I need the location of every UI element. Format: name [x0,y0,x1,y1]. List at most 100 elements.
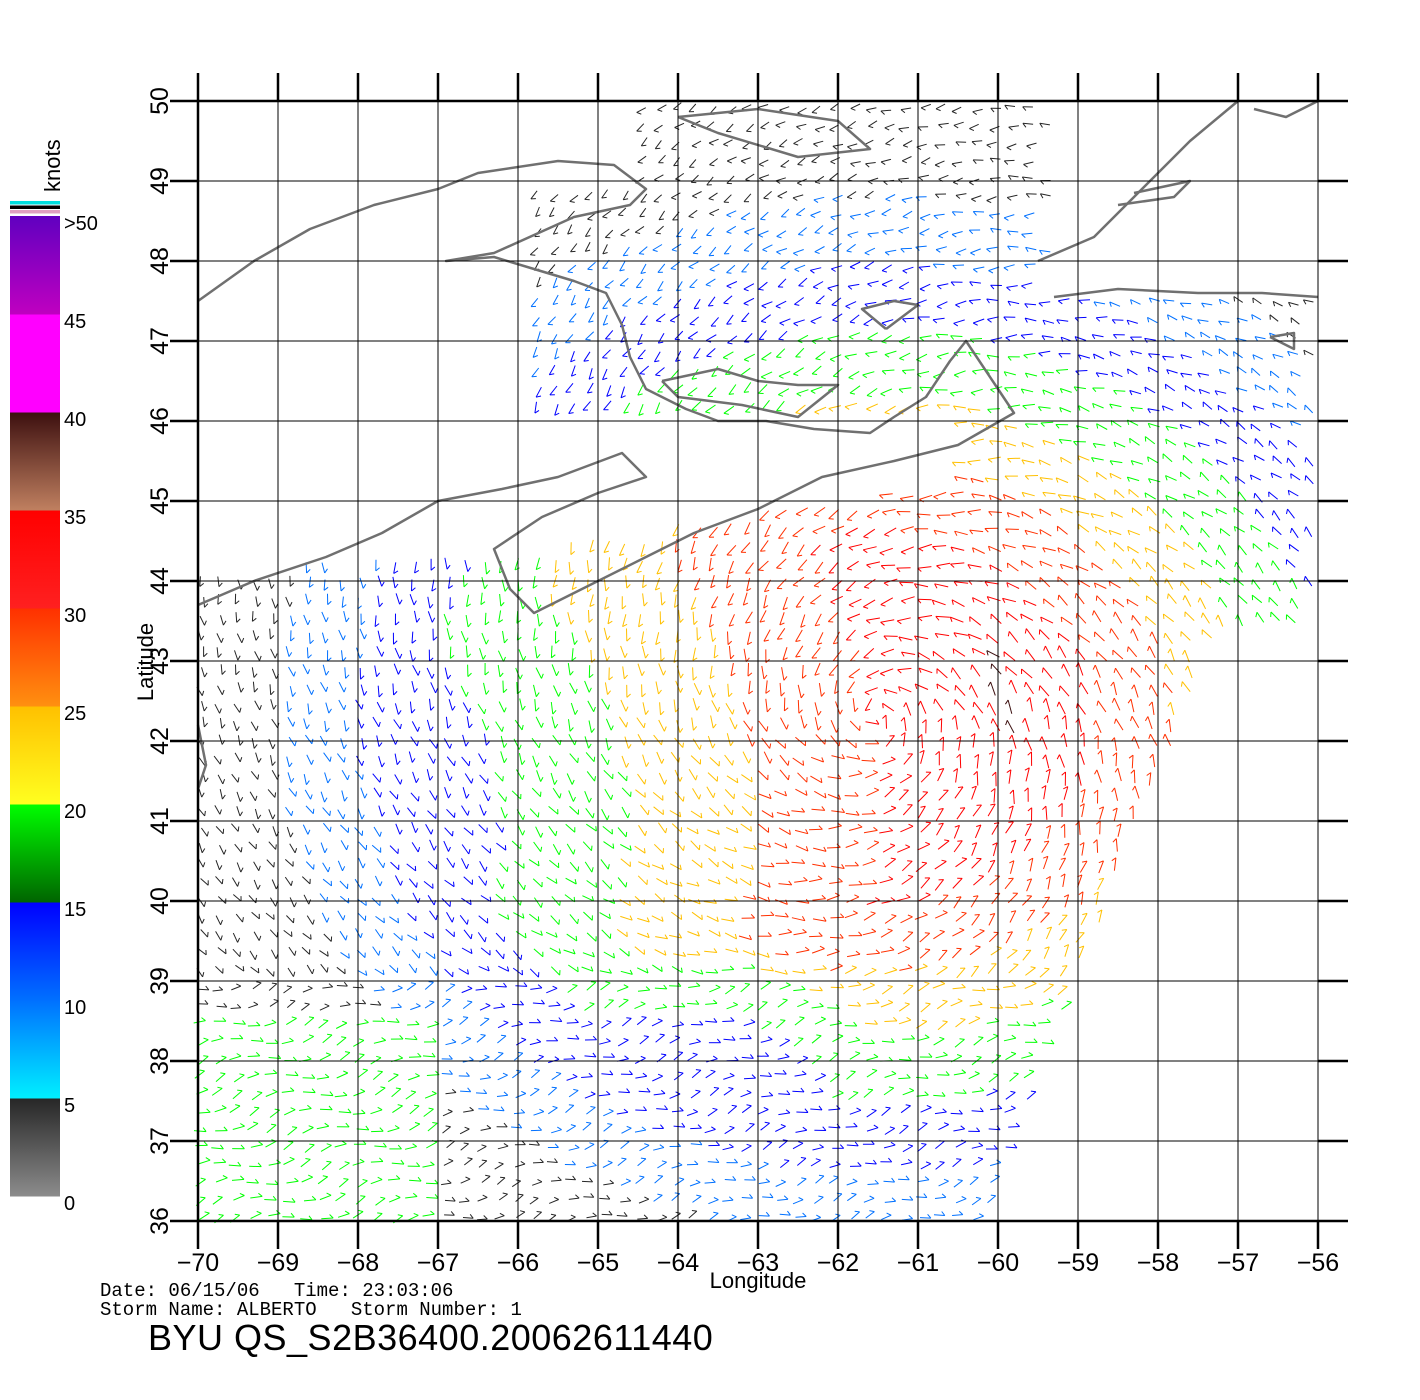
wind-barb [907,1159,913,1163]
wind-barb [1042,754,1047,760]
wind-vector [761,737,771,749]
wind-vector [478,1108,490,1110]
wind-barb [766,1020,772,1024]
wind-vector [659,702,661,715]
wind-vector [637,1217,648,1220]
wind-barb [820,1016,826,1020]
wind-vector [692,667,694,681]
wind-barb [1113,441,1117,448]
wind-barb [237,881,240,887]
wind-vector [1132,558,1142,570]
wind-barb [201,918,205,924]
wind-vector [392,576,396,589]
wind-barb [731,1214,737,1218]
wind-vector [1021,560,1034,569]
wind-vector [533,897,542,908]
wind-barb [874,1179,879,1185]
wind-barb [254,1106,260,1109]
wind-vector [827,335,840,340]
wind-barb [468,848,471,855]
wind-vector [599,970,612,974]
wind-barb [935,751,940,756]
wind-barb [979,1087,985,1091]
wind-vector [881,564,896,567]
wind-barb [622,567,628,571]
wind-vector [846,896,860,903]
wind-vector [340,951,350,959]
wind-barb [1016,1021,1021,1026]
wind-barb [1027,807,1033,812]
wind-vector [480,947,491,956]
wind-barb [763,639,769,642]
wind-barb [824,792,827,799]
wind-vector [211,1147,224,1150]
wind-barb [430,829,434,835]
wind-barb [656,320,662,323]
wind-vector [215,931,222,941]
wind-barb [431,673,435,679]
wind-barb [431,1090,437,1094]
wind-vector [235,913,243,923]
wind-vector [1214,390,1227,394]
wind-vector [1183,511,1194,520]
wind-vector [690,1090,701,1099]
wind-vector [414,561,417,574]
colorbar-label: 40 [64,409,86,431]
wind-vector [810,316,822,322]
wind-barb [380,637,384,642]
wind-barb [1044,967,1050,970]
wind-barb [1020,613,1023,619]
wind-vector [1117,823,1122,837]
wind-barb [918,548,924,552]
wind-barb [255,635,260,641]
wind-vector [880,388,893,395]
wind-vector [914,583,929,588]
wind-vector [547,1087,558,1096]
wind-barb [971,715,975,721]
wind-barb [292,621,297,627]
wind-vector [601,929,611,939]
wind-barb [973,1176,979,1178]
wind-vector [215,826,224,835]
wind-vector [899,1125,909,1134]
wind-vector [271,718,279,729]
wind-vector [864,1022,878,1025]
wind-barb [1041,785,1047,789]
wind-barb [1091,334,1096,340]
wind-vector [1077,703,1086,715]
wind-vector [378,805,383,817]
wind-barb [500,1176,506,1179]
wind-barb [905,844,911,848]
wind-vector [586,771,595,782]
wind-vector [360,684,365,696]
wind-barb [814,624,821,627]
wind-barb [397,1003,402,1008]
wind-vector [761,351,772,360]
wind-barb [847,519,853,521]
wind-barb [568,1104,574,1106]
wind-vector [319,1005,330,1011]
wind-barb [574,878,577,885]
wind-barb [1013,1143,1018,1149]
wind-barb [734,933,738,940]
wind-vector [251,1092,263,1101]
wind-vector [919,932,931,943]
wind-barb [710,585,716,589]
wind-vector [968,1017,981,1025]
wind-vector [1039,685,1050,697]
wind-barb [795,513,801,517]
wind-barb [898,686,901,692]
wind-vector [264,1199,277,1201]
wind-vector [971,858,982,869]
wind-barb [660,551,666,555]
wind-barb [645,653,649,659]
wind-vector [863,883,877,885]
wind-vector [863,578,876,588]
wind-barb [485,690,490,695]
wind-vector [444,1199,456,1202]
wind-vector [932,317,945,321]
wind-vector [726,575,730,589]
wind-vector [935,1162,945,1170]
wind-vector [497,791,506,802]
wind-vector [340,738,345,750]
